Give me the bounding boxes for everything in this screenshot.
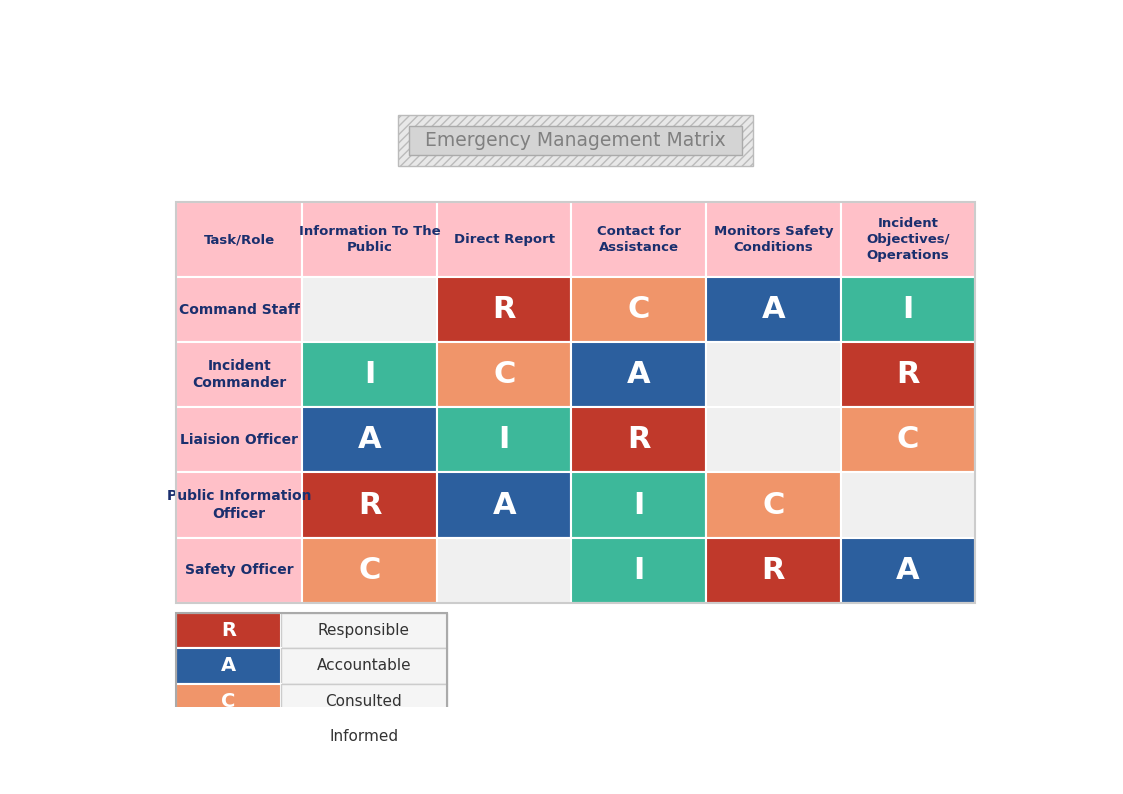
Text: A: A <box>627 360 650 389</box>
Text: R: R <box>896 360 920 389</box>
Bar <box>302 407 437 472</box>
Bar <box>302 202 437 277</box>
Text: A: A <box>492 491 515 519</box>
Text: Emergency Management Matrix: Emergency Management Matrix <box>426 131 725 150</box>
Text: A: A <box>221 657 236 676</box>
Bar <box>398 115 754 166</box>
Text: R: R <box>493 295 515 324</box>
Text: I: I <box>902 295 913 324</box>
Text: I: I <box>633 556 645 584</box>
Bar <box>302 277 437 342</box>
Text: Public Information
Officer: Public Information Officer <box>167 489 311 521</box>
Text: Consulted: Consulted <box>326 694 402 709</box>
Bar <box>572 202 706 277</box>
Bar <box>437 277 572 342</box>
Text: A: A <box>761 295 785 324</box>
Bar <box>176 648 281 684</box>
Bar <box>706 277 840 342</box>
Text: Information To The
Public: Information To The Public <box>299 225 440 254</box>
Bar <box>572 342 706 407</box>
Text: C: C <box>221 692 236 711</box>
Text: Informed: Informed <box>329 729 399 744</box>
Bar <box>281 719 447 754</box>
Bar <box>281 613 447 648</box>
Text: Command Staff: Command Staff <box>179 303 300 317</box>
Text: C: C <box>493 360 515 389</box>
Bar <box>437 472 572 538</box>
Bar <box>302 472 437 538</box>
Bar <box>437 342 572 407</box>
Text: R: R <box>358 491 382 519</box>
Text: I: I <box>225 727 232 746</box>
Bar <box>840 342 975 407</box>
Bar <box>706 202 840 277</box>
Bar <box>176 684 281 719</box>
Text: A: A <box>896 556 920 584</box>
Text: Incident
Objectives/
Operations: Incident Objectives/ Operations <box>866 218 950 262</box>
Text: Task/Role: Task/Role <box>203 233 275 246</box>
Bar <box>840 407 975 472</box>
Bar <box>840 472 975 538</box>
Text: C: C <box>628 295 650 324</box>
Bar <box>176 202 975 603</box>
Bar <box>176 719 281 754</box>
Bar <box>176 407 302 472</box>
Bar <box>572 277 706 342</box>
Text: Incident
Commander: Incident Commander <box>192 359 286 391</box>
Bar <box>176 342 302 407</box>
Bar <box>176 202 302 277</box>
Text: R: R <box>221 621 236 640</box>
Bar <box>437 538 572 603</box>
Bar <box>176 613 281 648</box>
Bar <box>409 126 742 156</box>
Bar <box>437 407 572 472</box>
Bar <box>302 538 437 603</box>
Text: C: C <box>358 556 381 584</box>
Bar <box>706 538 840 603</box>
Bar <box>176 472 302 538</box>
Bar <box>706 472 840 538</box>
Text: Safety Officer: Safety Officer <box>185 563 293 577</box>
Text: C: C <box>896 426 919 454</box>
Text: Direct Report: Direct Report <box>454 233 555 246</box>
Bar <box>840 538 975 603</box>
Bar <box>706 407 840 472</box>
Bar <box>572 472 706 538</box>
Bar <box>302 342 437 407</box>
Bar <box>176 538 302 603</box>
Bar <box>176 277 302 342</box>
Bar <box>572 538 706 603</box>
Bar <box>572 407 706 472</box>
Text: I: I <box>633 491 645 519</box>
Bar <box>840 202 975 277</box>
Bar <box>437 202 572 277</box>
Bar <box>281 684 447 719</box>
Text: R: R <box>627 426 650 454</box>
Text: I: I <box>499 426 510 454</box>
Text: C: C <box>763 491 785 519</box>
Text: Contact for
Assistance: Contact for Assistance <box>596 225 681 254</box>
Text: Liaision Officer: Liaision Officer <box>180 433 299 447</box>
Text: A: A <box>358 426 382 454</box>
Bar <box>840 277 975 342</box>
Bar <box>706 342 840 407</box>
Text: R: R <box>761 556 785 584</box>
Text: I: I <box>364 360 375 389</box>
Text: Accountable: Accountable <box>317 658 411 673</box>
Text: Monitors Safety
Conditions: Monitors Safety Conditions <box>713 225 833 254</box>
Text: Responsible: Responsible <box>318 623 410 638</box>
Bar <box>281 648 447 684</box>
Bar <box>176 613 447 754</box>
